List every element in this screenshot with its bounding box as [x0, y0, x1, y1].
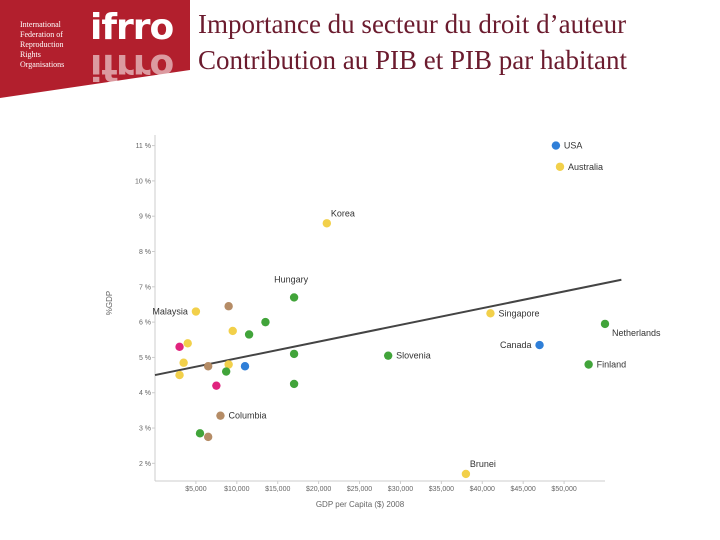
logo-org-line: Reproduction [20, 40, 64, 49]
slide-title: Importance du secteur du droit d’auteur … [198, 6, 718, 78]
data-point [221, 367, 231, 376]
y-axis-label: %GDP [105, 291, 114, 315]
data-point [175, 342, 184, 352]
y-tick-label: 6 % [139, 320, 151, 327]
point-label: Columbia [228, 411, 266, 421]
logo-banner-shape [0, 0, 190, 98]
data-point [461, 469, 471, 479]
point-label: Netherlands [612, 328, 661, 338]
x-tick-label: $20,000 [306, 486, 331, 493]
data-point [289, 379, 299, 389]
x-tick-label: $50,000 [551, 486, 576, 493]
logo-org-line: Federation of [20, 30, 63, 39]
logo-org-line: International [20, 20, 61, 29]
y-tick-label: 11 % [136, 143, 151, 150]
data-point [175, 370, 184, 380]
data-point [244, 330, 254, 339]
data-point [261, 317, 270, 327]
data-point [289, 293, 299, 302]
logo-org-line: Organisations [20, 60, 65, 69]
y-tick-label: 3 % [139, 426, 151, 433]
point-label: Finland [597, 359, 627, 369]
y-tick-label: 5 % [139, 355, 151, 362]
data-point [289, 349, 299, 359]
logo-banner-fill [0, 0, 190, 98]
data-point [191, 307, 201, 316]
data-point [383, 351, 393, 360]
x-tick-label: $15,000 [265, 486, 290, 493]
y-tick-label: 4 % [139, 390, 151, 397]
x-tick-label: $35,000 [429, 486, 454, 493]
data-point [228, 326, 237, 336]
slide-title-line-1: Importance du secteur du droit d’auteur [198, 9, 627, 39]
x-tick-label: $45,000 [511, 486, 536, 493]
data-point [322, 219, 332, 228]
data-point [183, 339, 192, 348]
y-axis-ticks: 2 % 3 % 4 % 5 % 6 % 7 % 8 % 9 % 10 % 11 % [135, 143, 155, 468]
data-point [224, 360, 233, 369]
data-point [212, 381, 221, 390]
x-tick-label: $25,000 [347, 486, 372, 493]
data-point [195, 429, 205, 438]
point-label: Slovenia [396, 351, 431, 361]
y-tick-label: 8 % [139, 249, 151, 256]
x-tick-label: $5,000 [185, 486, 207, 493]
y-tick-label: 7 % [139, 284, 151, 291]
logo-org-name: International Federation of Reproduction… [20, 20, 90, 70]
data-point [216, 411, 225, 420]
x-axis-label: GDP per Capita ($) 2008 [316, 500, 405, 509]
data-point [224, 302, 233, 311]
data-point [486, 309, 495, 318]
trendline-group [154, 278, 622, 377]
data-point [551, 141, 561, 150]
logo-banner: International Federation of Reproduction… [0, 0, 190, 98]
point-label: Australia [568, 162, 603, 172]
point-label: USA [564, 141, 583, 151]
data-points [175, 141, 610, 479]
x-tick-label: $40,000 [470, 486, 495, 493]
y-tick-label: 10 % [135, 178, 151, 185]
point-label: Malaysia [152, 307, 188, 317]
data-point [240, 362, 250, 371]
x-tick-label: $30,000 [388, 486, 413, 493]
logo-mark: ifrro [90, 7, 174, 48]
trendline [154, 278, 622, 377]
data-point [555, 162, 565, 171]
logo-org-line: Rights [20, 50, 41, 59]
x-axis-ticks: $5,000 $10,000 $15,000 $20,000 $25,000 $30,00… [185, 481, 577, 493]
slide-title-line-2: Contribution au PIB et PIB par habitant [198, 45, 627, 75]
data-point [203, 362, 213, 371]
x-tick-label: $10,000 [224, 486, 249, 493]
point-label: Korea [331, 208, 355, 218]
point-label: Hungary [274, 274, 309, 284]
y-tick-label: 2 % [139, 461, 151, 468]
data-point [600, 319, 610, 329]
data-point [203, 432, 213, 442]
chart-axes [154, 135, 605, 482]
data-point [584, 360, 593, 369]
data-point [179, 358, 188, 367]
point-label: Singapore [498, 308, 539, 318]
point-label: Canada [500, 340, 532, 350]
point-labels: USA Australia Korea Hungary Singapore Netherl… [152, 141, 661, 469]
y-tick-label: 9 % [139, 214, 151, 221]
data-point [535, 340, 544, 350]
point-label: Brunei [470, 459, 496, 469]
